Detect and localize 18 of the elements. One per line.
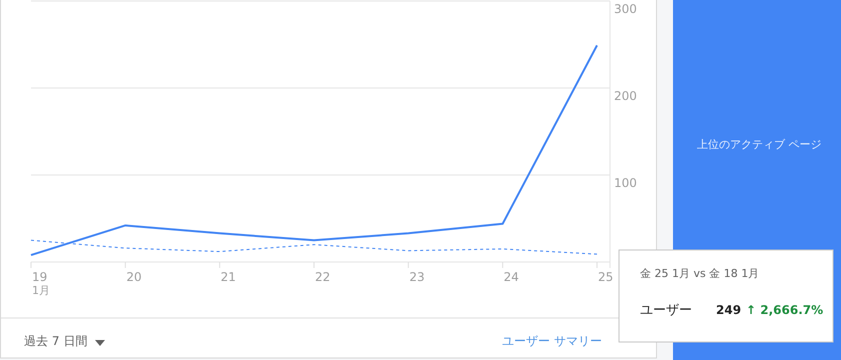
x-tick-label: 24	[504, 270, 519, 284]
x-tick-label: 23	[409, 270, 425, 284]
x-tick-label: 20	[126, 270, 142, 284]
y-tick-label: 200	[614, 89, 637, 103]
x-tick-label: 22	[315, 270, 330, 284]
y-tick-label: 100	[614, 176, 637, 190]
text: 1月	[32, 284, 50, 297]
text: 金 25 1月 vs 金 18 1月	[640, 267, 760, 280]
x-tick-label: 25	[598, 270, 614, 284]
text: ユーザー サマリー	[502, 334, 602, 348]
x-tick-label: 21	[220, 270, 236, 284]
text: 上位のアクティブ ページ	[697, 138, 822, 151]
text: ↑ 2,666.7%	[746, 303, 824, 317]
text: 249	[716, 303, 742, 317]
y-tick-label: 300	[614, 2, 637, 16]
text: 過去 7 日間	[24, 334, 88, 348]
x-tick-label: 19	[32, 270, 48, 284]
text: ユーザー	[640, 303, 692, 318]
